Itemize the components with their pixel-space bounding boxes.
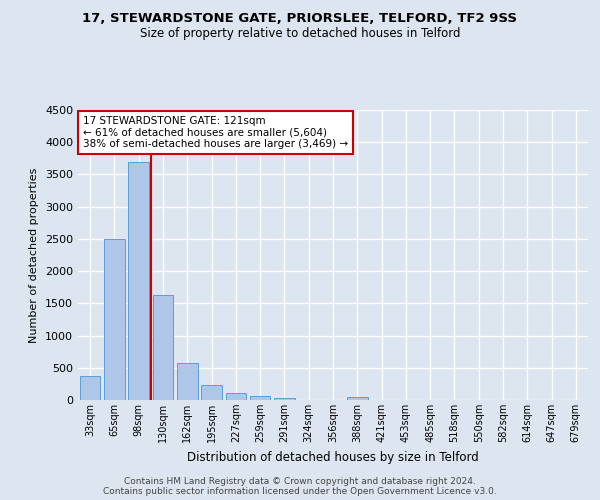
Text: 17 STEWARDSTONE GATE: 121sqm
← 61% of detached houses are smaller (5,604)
38% of: 17 STEWARDSTONE GATE: 121sqm ← 61% of de…	[83, 116, 348, 149]
Bar	[226, 393, 246, 400]
Text: Contains public sector information licensed under the Open Government Licence v3: Contains public sector information licen…	[103, 486, 497, 496]
Bar	[177, 362, 197, 400]
Bar	[128, 162, 149, 400]
Text: Distribution of detached houses by size in Telford: Distribution of detached houses by size …	[187, 451, 479, 464]
Text: 17, STEWARDSTONE GATE, PRIORSLEE, TELFORD, TF2 9SS: 17, STEWARDSTONE GATE, PRIORSLEE, TELFOR…	[83, 12, 517, 26]
Bar	[250, 396, 271, 400]
Text: Size of property relative to detached houses in Telford: Size of property relative to detached ho…	[140, 28, 460, 40]
Text: Contains HM Land Registry data © Crown copyright and database right 2024.: Contains HM Land Registry data © Crown c…	[124, 476, 476, 486]
Bar	[274, 398, 295, 400]
Bar	[201, 385, 222, 400]
Bar	[347, 397, 368, 400]
Bar	[80, 376, 100, 400]
Bar	[104, 239, 125, 400]
Y-axis label: Number of detached properties: Number of detached properties	[29, 168, 40, 342]
Bar	[152, 295, 173, 400]
